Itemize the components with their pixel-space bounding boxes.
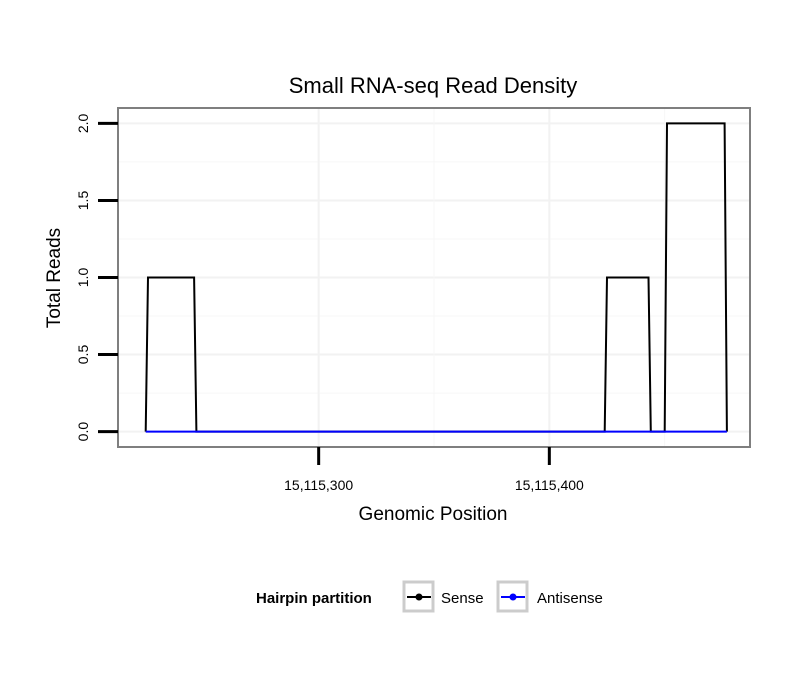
chart-title: Small RNA-seq Read Density <box>289 73 578 98</box>
x-axis-title: Genomic Position <box>359 504 508 525</box>
x-axis: 15,115,300 15,115,400 <box>284 447 584 493</box>
legend-key-sense-dot <box>415 593 423 601</box>
y-tick-label-0: 0.0 <box>75 422 91 442</box>
legend: Hairpin partition Sense Antisense <box>256 580 603 613</box>
gridlines <box>118 108 750 447</box>
legend-key-antisense-dot <box>509 593 517 601</box>
y-axis-title: Total Reads <box>44 228 65 328</box>
legend-title: Hairpin partition <box>256 590 372 607</box>
y-tick-label-1: 0.5 <box>75 345 91 365</box>
legend-label-sense: Sense <box>441 590 484 607</box>
y-tick-label-4: 2.0 <box>75 113 91 133</box>
x-tick-label-1: 15,115,400 <box>515 477 584 493</box>
y-axis: 0.0 0.5 1.0 1.5 2.0 <box>75 113 118 441</box>
series-line-sense <box>144 122 728 433</box>
y-tick-label-3: 1.5 <box>75 191 91 211</box>
y-tick-label-2: 1.0 <box>75 268 91 288</box>
legend-label-antisense: Antisense <box>537 590 603 607</box>
x-tick-label-0: 15,115,300 <box>284 477 353 493</box>
